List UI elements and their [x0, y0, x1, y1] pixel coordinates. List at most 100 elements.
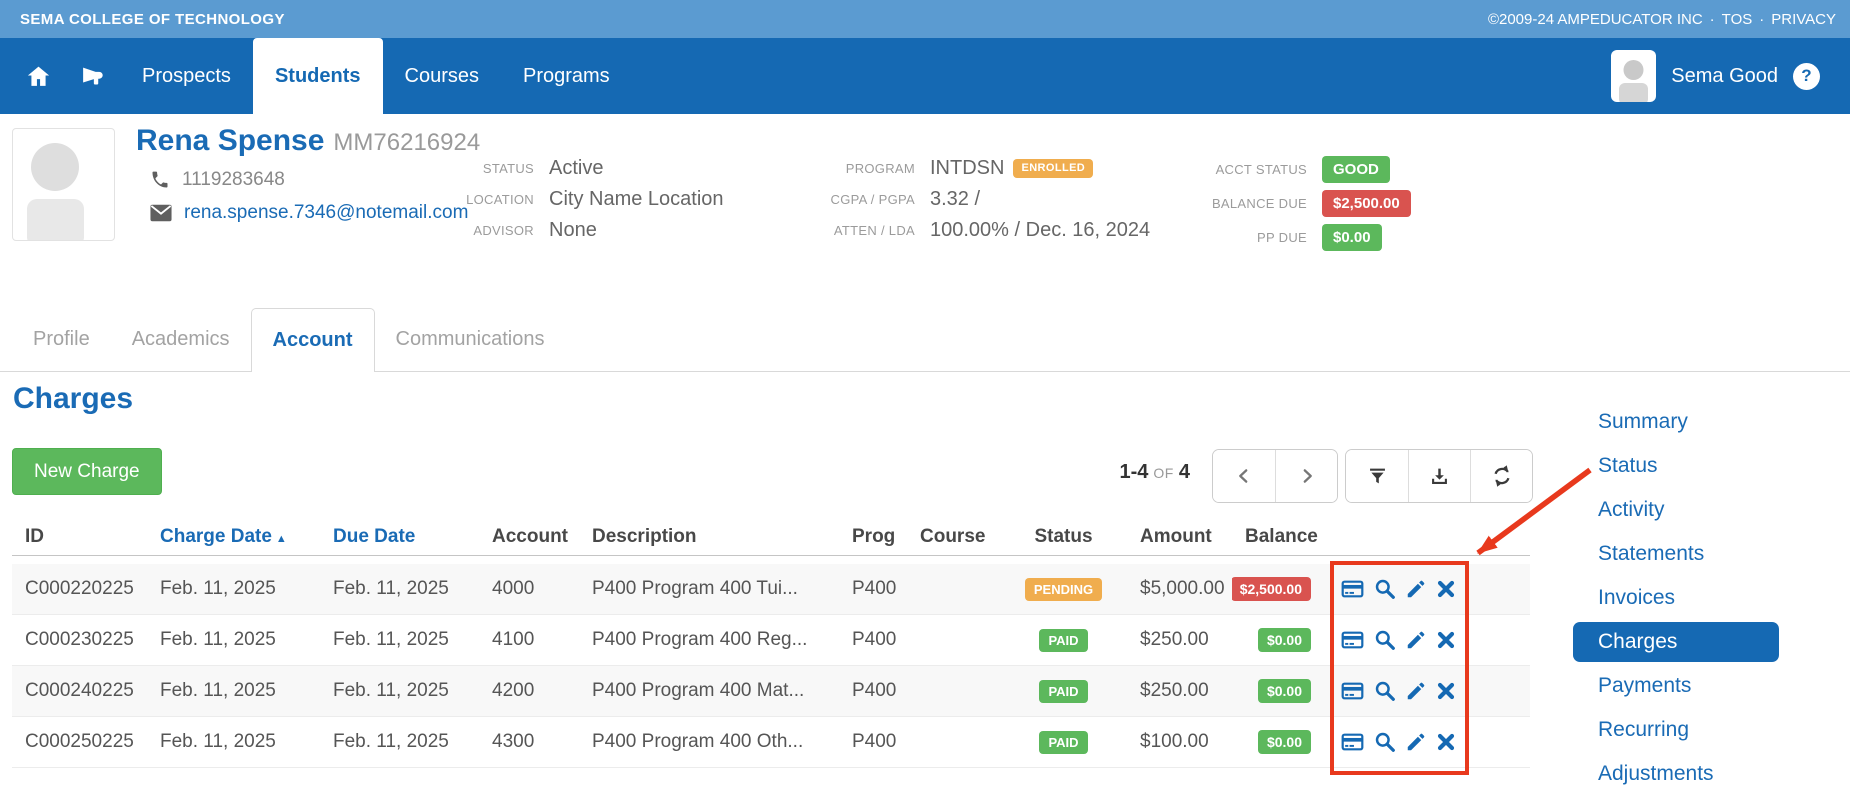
table-header: ID Charge Date ▲ Due Date Account Descrip…	[12, 519, 1530, 556]
cell-status: PENDING	[1000, 577, 1127, 601]
col-header-amount: Amount	[1140, 526, 1212, 547]
filter-button[interactable]	[1346, 450, 1408, 502]
tos-link[interactable]: TOS	[1721, 10, 1753, 28]
sidebar-item-charges[interactable]: Charges	[1573, 622, 1779, 662]
balance-badge: $0.00	[1257, 679, 1311, 703]
tab-communications[interactable]: Communications	[395, 328, 545, 350]
col-header-charge-date[interactable]: Charge Date ▲	[147, 526, 320, 548]
view-action-button[interactable]	[1374, 731, 1396, 753]
cell-due-date: Feb. 11, 2025	[333, 629, 449, 650]
student-id: MM76216924	[333, 129, 481, 156]
brand: SEMA COLLEGE OF TECHNOLOGY	[20, 10, 285, 28]
sidebar-item-payments[interactable]: Payments	[1598, 674, 1692, 697]
credit-card-icon	[1341, 733, 1364, 751]
cell-prog: P400	[852, 680, 897, 701]
delete-action-button[interactable]	[1436, 681, 1456, 701]
refresh-icon	[1493, 465, 1510, 487]
card-action-button[interactable]	[1340, 629, 1365, 651]
cell-balance: $0.00	[1232, 628, 1327, 652]
megaphone-icon	[83, 67, 103, 85]
col-header-balance: Balance	[1245, 526, 1318, 547]
copyright: ©2009-24 AMPEDUCATOR INC	[1487, 10, 1703, 28]
card-action-button[interactable]	[1340, 578, 1365, 600]
nav-item-prospects[interactable]: Prospects	[142, 64, 231, 87]
refresh-button[interactable]	[1470, 450, 1532, 502]
student-email-row: rena.spense.7346@notemail.com	[136, 202, 480, 224]
sidebar-item-summary[interactable]: Summary	[1598, 410, 1688, 433]
prev-page-button[interactable]	[1213, 450, 1275, 502]
sidebar-item-status[interactable]: Status	[1598, 454, 1658, 477]
sidebar-item-statements[interactable]: Statements	[1598, 542, 1705, 565]
view-action-button[interactable]	[1374, 680, 1396, 702]
sidebar-item-adjustments[interactable]: Adjustments	[1598, 762, 1714, 785]
view-action-button[interactable]	[1374, 578, 1396, 600]
advisor-label: ADVISOR	[473, 222, 534, 238]
tab-academics[interactable]: Academics	[131, 328, 230, 350]
cell-due-date: Feb. 11, 2025	[333, 578, 449, 599]
pagination-range: 1-4	[1119, 461, 1149, 483]
nav-announcements[interactable]	[65, 38, 120, 114]
balance-badge: $2,500.00	[1232, 577, 1311, 601]
edit-action-button[interactable]	[1405, 578, 1427, 600]
privacy-link[interactable]: PRIVACY	[1771, 10, 1836, 28]
student-email[interactable]: rena.spense.7346@notemail.com	[184, 202, 469, 223]
nav-item-students[interactable]: Students	[252, 38, 383, 114]
delete-action-button[interactable]	[1436, 732, 1456, 752]
balance-due-badge: $2,500.00	[1322, 190, 1411, 217]
location-value: City Name Location	[549, 187, 724, 210]
delete-action-button[interactable]	[1436, 579, 1456, 599]
cell-amount: $250.00	[1140, 680, 1209, 701]
nav-item-programs[interactable]: Programs	[522, 64, 610, 87]
program-value: INTDSN	[930, 156, 1005, 179]
chevron-right-icon	[1303, 469, 1312, 483]
cell-prog: P400	[852, 578, 897, 599]
nav-item-courses[interactable]: Courses	[404, 64, 479, 87]
edit-action-button[interactable]	[1405, 731, 1427, 753]
cell-account: 4100	[492, 629, 535, 650]
tab-account[interactable]: Account	[250, 308, 375, 372]
sidebar-item-recurring[interactable]: Recurring	[1598, 718, 1690, 741]
cell-prog: P400	[852, 629, 897, 650]
location-label: LOCATION	[466, 191, 534, 207]
edit-action-button[interactable]	[1405, 680, 1427, 702]
atten-value: 100.00% / Dec. 16, 2024	[930, 218, 1151, 241]
user-avatar[interactable]	[1611, 50, 1657, 102]
edit-action-button[interactable]	[1405, 629, 1427, 651]
tab-profile[interactable]: Profile	[33, 328, 90, 350]
home-icon	[27, 66, 50, 86]
col-header-due-date[interactable]: Due Date	[333, 526, 416, 547]
separator: ·	[1709, 10, 1715, 28]
cell-status: PAID	[1000, 730, 1127, 754]
delete-action-button[interactable]	[1436, 630, 1456, 650]
user-name[interactable]: Sema Good	[1671, 64, 1778, 87]
col-header-prog: Prog	[852, 526, 896, 547]
student-phone-row: 1119283648	[136, 169, 480, 191]
new-charge-button[interactable]: New Charge	[12, 448, 162, 495]
col-header-account: Account	[492, 526, 568, 547]
nav-home[interactable]	[12, 38, 65, 114]
cell-status: PAID	[1000, 679, 1127, 703]
view-action-button[interactable]	[1374, 629, 1396, 651]
help-button[interactable]: ?	[1793, 62, 1820, 90]
card-action-button[interactable]	[1340, 731, 1365, 753]
cell-actions	[1327, 731, 1530, 753]
next-page-button[interactable]	[1275, 450, 1337, 502]
pencil-icon	[1407, 682, 1425, 700]
cell-amount: $250.00	[1140, 629, 1209, 650]
cell-charge-date: Feb. 11, 2025	[160, 629, 276, 650]
cell-actions	[1327, 680, 1530, 702]
credit-card-icon	[1341, 580, 1364, 598]
charge-row: C000250225 Feb. 11, 2025 Feb. 11, 2025 4…	[12, 717, 1530, 768]
cgpa-label: CGPA / PGPA	[830, 191, 915, 207]
magnifier-icon	[1375, 732, 1395, 752]
atten-label: ATTEN / LDA	[833, 222, 915, 238]
sidebar-item-activity[interactable]: Activity	[1598, 498, 1665, 521]
card-action-button[interactable]	[1340, 680, 1365, 702]
cell-actions	[1327, 578, 1530, 600]
cgpa-value: 3.32 /	[930, 187, 981, 210]
charge-row: C000240225 Feb. 11, 2025 Feb. 11, 2025 4…	[12, 666, 1530, 717]
chevron-left-icon	[1239, 469, 1248, 483]
download-button[interactable]	[1408, 450, 1470, 502]
sidebar-item-invoices[interactable]: Invoices	[1598, 586, 1676, 609]
pencil-icon	[1407, 580, 1425, 598]
